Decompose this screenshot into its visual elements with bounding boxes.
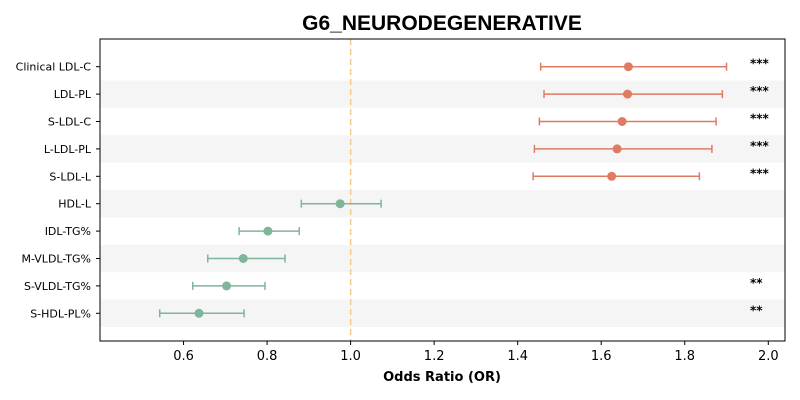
y-tick-label: HDL-L <box>58 198 92 211</box>
odds-ratio-point <box>238 254 248 263</box>
y-tick-label: LDL-PL <box>54 88 92 101</box>
x-axis-label: Odds Ratio (OR) <box>383 370 501 385</box>
significance-label: *** <box>750 57 770 71</box>
odds-ratio-point <box>623 89 633 99</box>
x-tick-label: 1.0 <box>340 349 361 364</box>
x-tick-label: 0.6 <box>173 349 194 364</box>
significance-label: *** <box>750 84 770 98</box>
x-tick-label: 1.8 <box>674 349 695 364</box>
error-bar <box>543 90 724 99</box>
y-tick-label: Clinical LDL-C <box>16 61 92 74</box>
row-stripe <box>100 244 785 273</box>
x-tick-label: 1.4 <box>507 349 528 364</box>
row-stripe <box>100 190 785 218</box>
y-tick-label: S-HDL-PL% <box>30 307 91 320</box>
x-tick-label: 1.2 <box>424 349 445 364</box>
row-stripes <box>100 80 785 327</box>
odds-ratio-point <box>607 171 617 181</box>
significance-label: *** <box>750 139 770 153</box>
data-points <box>194 62 633 318</box>
odds-ratio-point <box>222 281 232 291</box>
significance-labels: ******************* <box>750 57 770 318</box>
error-bar <box>533 144 713 153</box>
y-axis-ticks: Clinical LDL-C LDL-PL S-LDL-C L-LDL-PL S-LDL… <box>16 61 100 320</box>
odds-ratio-point <box>617 117 627 126</box>
error-bar <box>538 117 717 126</box>
significance-label: ** <box>750 276 763 290</box>
x-tick-label: 1.6 <box>591 349 612 364</box>
chart-title: G6_NEURODEGENERATIVE <box>302 12 582 35</box>
x-axis-ticks: 0.6 0.8 1.0 1.2 1.4 1.6 1.8 2.0 <box>173 341 779 364</box>
error-bar <box>539 62 728 71</box>
plot-frame <box>99 38 786 342</box>
odds-ratio-point <box>263 226 273 236</box>
odds-ratio-point <box>623 62 633 72</box>
x-tick-label: 2.0 <box>758 349 779 364</box>
significance-label: *** <box>750 166 770 180</box>
y-tick-label: IDL-TG% <box>45 225 91 238</box>
y-tick-label: M-VLDL-TG% <box>21 253 91 266</box>
x-tick-label: 0.8 <box>257 349 278 364</box>
y-tick-label: S-VLDL-TG% <box>24 280 91 293</box>
y-tick-label: L-LDL-PL <box>44 143 92 156</box>
error-bar <box>532 172 701 181</box>
odds-ratio-point <box>335 199 345 209</box>
error-bars <box>158 62 728 318</box>
significance-label: ** <box>750 303 763 317</box>
y-tick-label: S-LDL-C <box>48 116 91 129</box>
odds-ratio-point <box>612 144 622 154</box>
y-tick-label: S-LDL-L <box>49 170 91 183</box>
odds-ratio-point <box>194 308 204 318</box>
significance-label: *** <box>750 112 770 126</box>
